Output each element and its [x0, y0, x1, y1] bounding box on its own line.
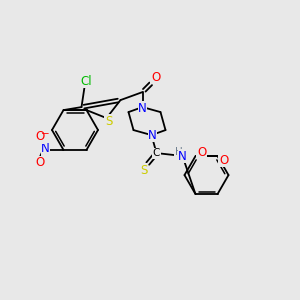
Text: N: N	[41, 142, 50, 155]
Text: O: O	[151, 70, 160, 84]
Text: N: N	[138, 102, 147, 115]
Text: −: −	[41, 129, 50, 139]
Text: O: O	[219, 154, 228, 166]
Text: O: O	[197, 146, 206, 158]
Text: Cl: Cl	[81, 75, 92, 88]
Text: S: S	[105, 115, 112, 128]
Text: H: H	[175, 147, 182, 157]
Text: S: S	[140, 164, 147, 177]
Text: O: O	[36, 130, 45, 143]
Text: N: N	[178, 150, 187, 163]
Text: N: N	[148, 129, 157, 142]
Text: O: O	[36, 156, 45, 170]
Text: C: C	[153, 148, 160, 158]
